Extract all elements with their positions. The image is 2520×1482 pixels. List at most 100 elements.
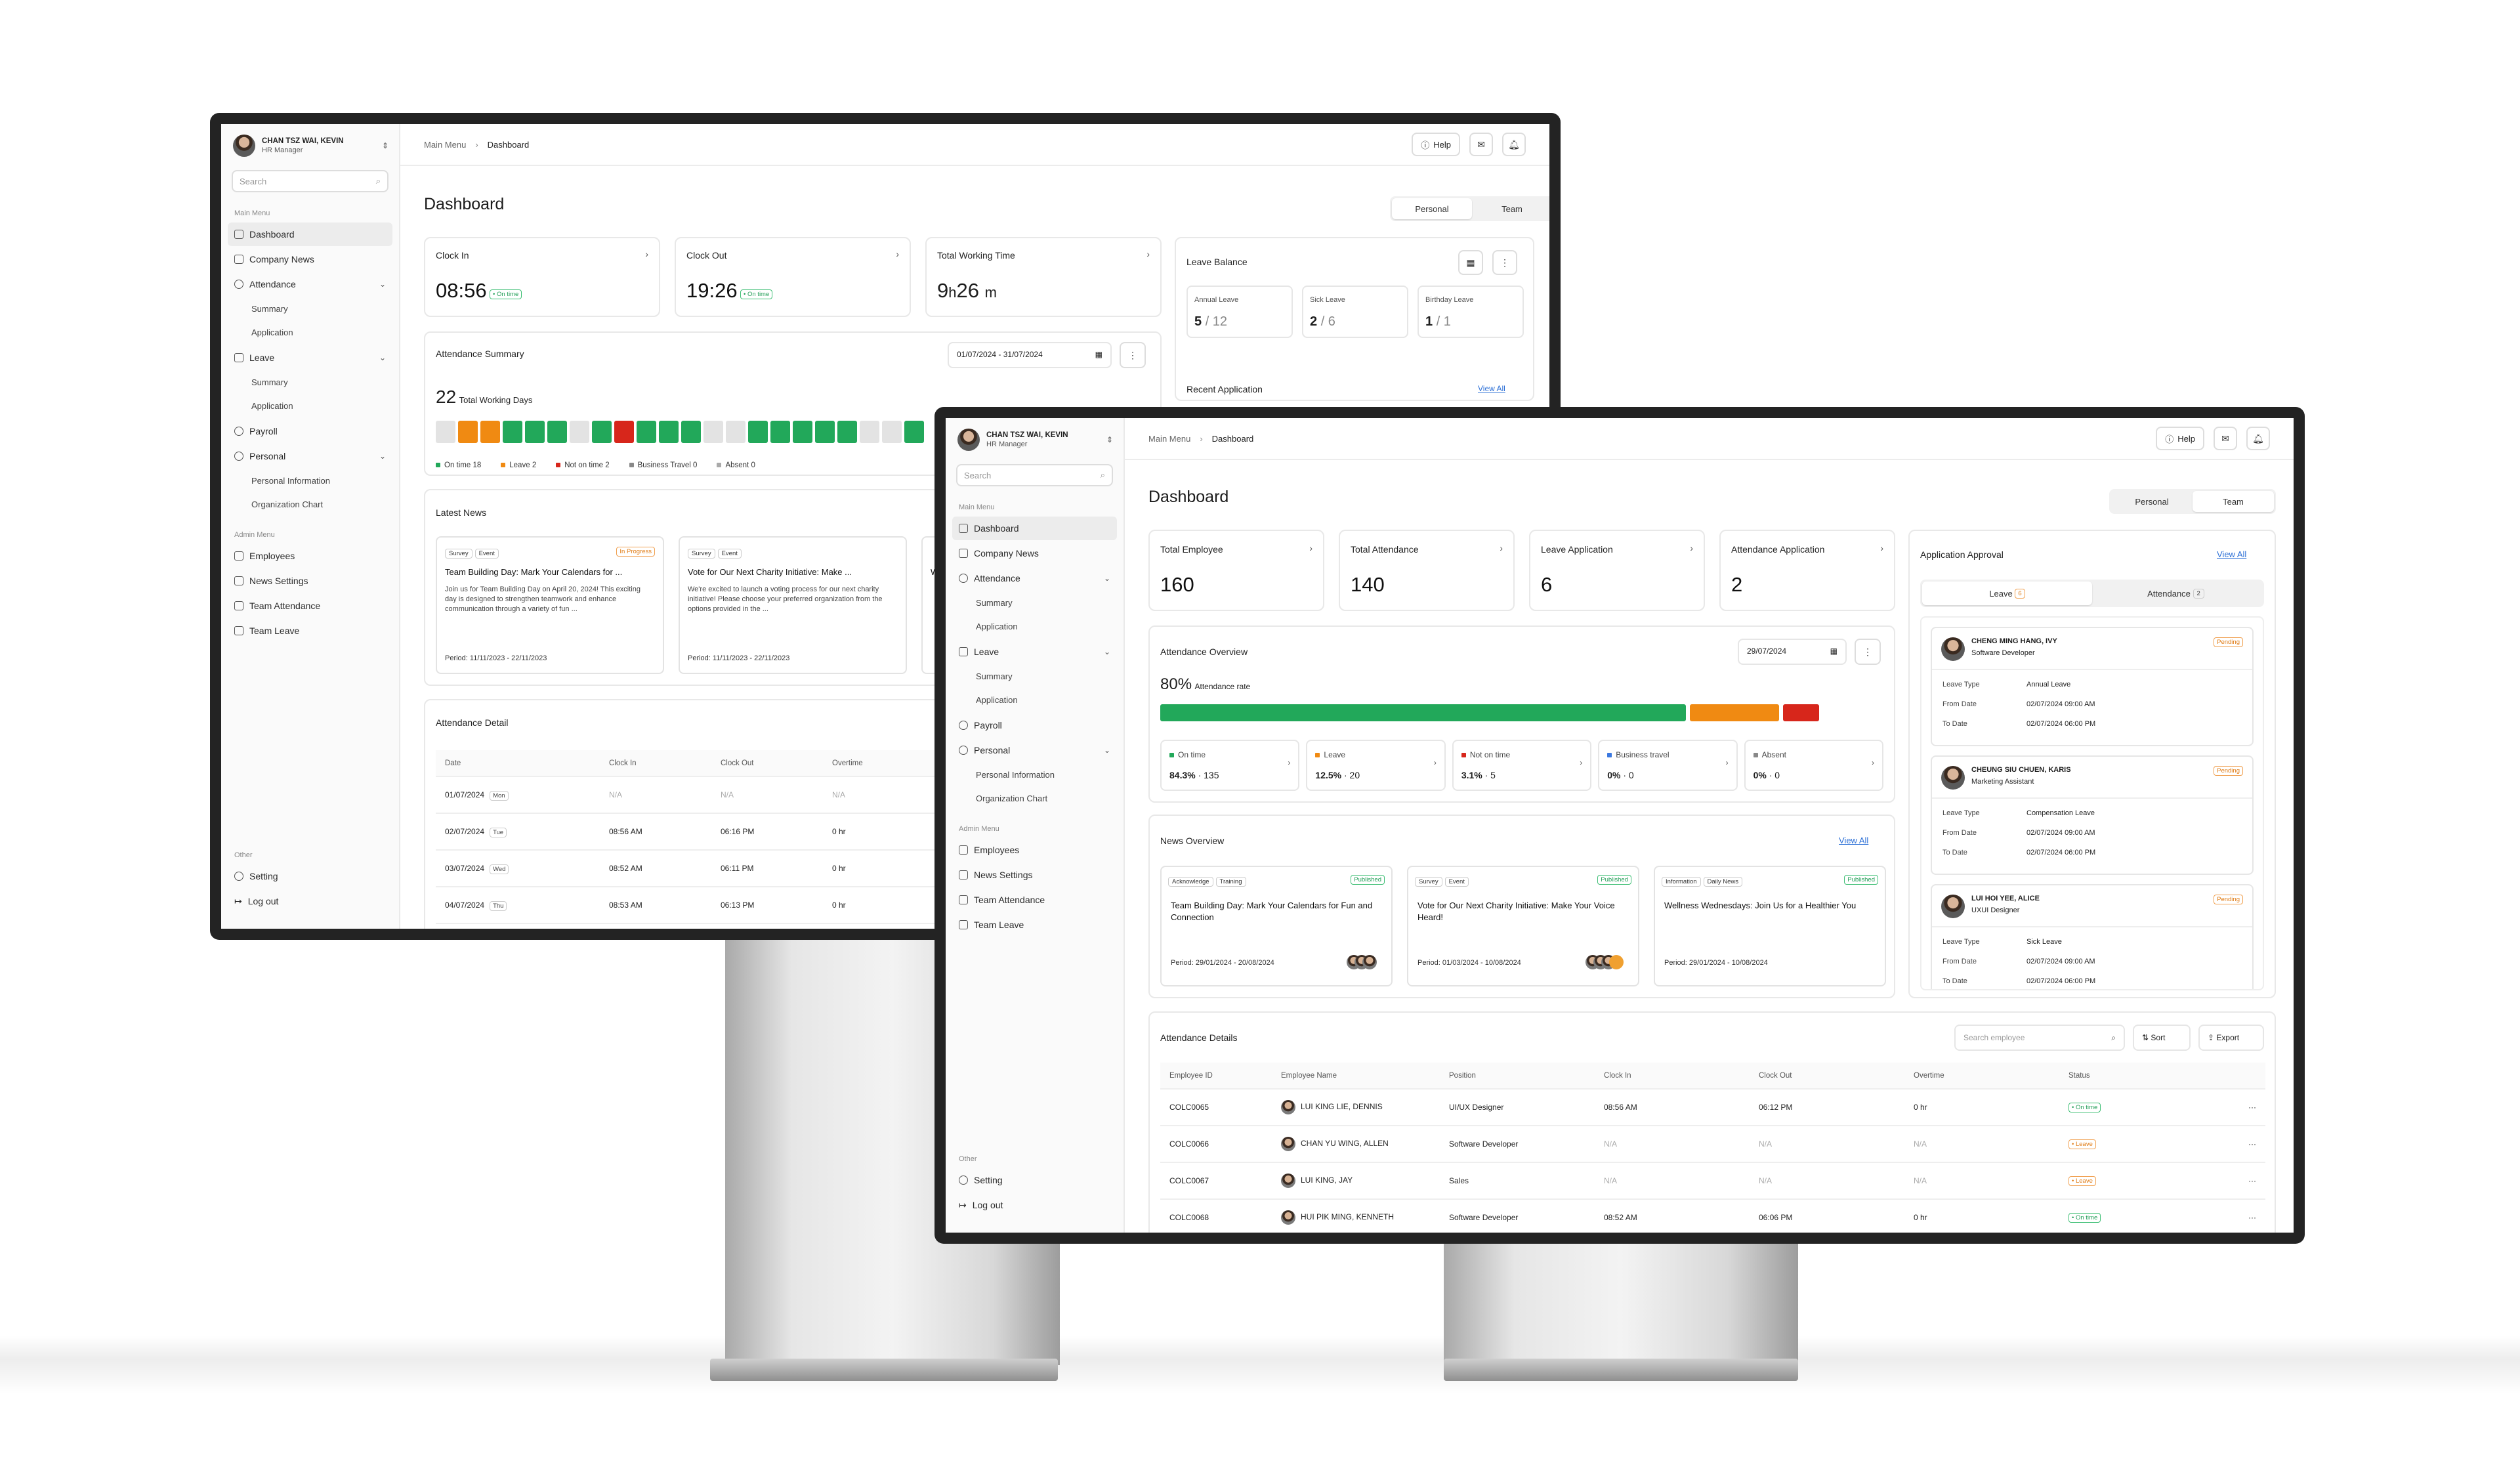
sidebar-item-leave-summary[interactable]: Summary xyxy=(251,377,288,387)
more-button[interactable]: ⋮ xyxy=(1120,342,1146,368)
help-button[interactable]: ⓘ Help xyxy=(2156,427,2204,450)
sidebar-item-dashboard[interactable]: Dashboard xyxy=(228,222,392,246)
sidebar-item-logout[interactable]: ↦ Log out xyxy=(952,1193,1117,1217)
approval-item[interactable]: CHEUNG SIU CHUEN, KARIS Marketing Assist… xyxy=(1931,755,2254,875)
user-switcher[interactable]: CHAN TSZ WAI, KEVIN HR Manager ⇕ xyxy=(221,124,399,162)
sidebar-item-attendance-summary[interactable]: Summary xyxy=(976,598,1013,608)
news-item[interactable]: Information Daily News Published Wellness… xyxy=(1654,866,1886,986)
date-picker[interactable]: 29/07/2024 ▦ xyxy=(1738,639,1847,665)
sidebar-item-attendance-application[interactable]: Application xyxy=(976,622,1018,631)
column-clock-in: Clock In xyxy=(600,750,711,777)
sort-button[interactable]: ⇅ Sort xyxy=(2133,1025,2191,1051)
date-range-value: 01/07/2024 - 31/07/2024 xyxy=(957,350,1043,359)
sidebar-item-team-attendance[interactable]: Team Attendance xyxy=(952,888,1117,912)
tab-attendance[interactable]: Attendance 2 xyxy=(2092,582,2262,605)
leave-application-card[interactable]: Leave Application › 6 xyxy=(1529,530,1705,611)
sidebar-item-team-attendance[interactable]: Team Attendance xyxy=(228,594,392,618)
sidebar-item-leave-application[interactable]: Application xyxy=(251,401,293,411)
news-item[interactable]: Survey Event In Progress Team Building Da… xyxy=(436,536,664,674)
export-button[interactable]: ⇪ Export xyxy=(2198,1025,2264,1051)
table-row[interactable]: COLC0068 HUI PIK MING, KENNETH Software De… xyxy=(1160,1199,2265,1233)
sidebar-item-company-news[interactable]: Company News xyxy=(952,541,1117,565)
news-item[interactable]: Survey Event Published Vote for Our Next … xyxy=(1407,866,1639,986)
breadcrumb-root[interactable]: Main Menu xyxy=(1148,433,1191,444)
mail-button[interactable]: ✉ xyxy=(2214,427,2237,450)
help-button[interactable]: ⓘ Help xyxy=(1412,133,1460,156)
sidebar-item-personal[interactable]: Personal ⌄ xyxy=(952,738,1117,762)
total-employee-card[interactable]: Total Employee › 160 xyxy=(1148,530,1324,611)
table-row[interactable]: COLC0065 LUI KING LIE, DENNIS UI/UX Design… xyxy=(1160,1089,2265,1126)
date-range-picker[interactable]: 01/07/2024 - 31/07/2024 ▦ xyxy=(948,342,1112,368)
recent-view-all-link[interactable]: View All xyxy=(1478,384,1505,393)
tab-leave[interactable]: Leave 6 xyxy=(1922,582,2092,605)
table-row[interactable]: COLC0066 CHAN YU WING, ALLEN Software Deve… xyxy=(1160,1126,2265,1163)
row-more-icon[interactable]: ··· xyxy=(2239,1162,2265,1200)
attendance-overview-title: Attendance Overview xyxy=(1160,646,1248,657)
approval-view-all-link[interactable]: View All xyxy=(2217,549,2247,559)
calendar-button[interactable]: ▦ xyxy=(1458,250,1483,275)
clock-in-card[interactable]: Clock In › 08:56 • On time xyxy=(424,237,660,317)
notification-button[interactable]: 🔔︎ xyxy=(1502,133,1526,156)
news-view-all-link[interactable]: View All xyxy=(1839,836,1869,845)
table-row[interactable]: COLC0067 LUI KING, JAY Sales N/A N/A N/A • Lea… xyxy=(1160,1162,2265,1200)
attendance-stat-leave[interactable]: Leave 12.5% · 20 › xyxy=(1306,740,1446,791)
sidebar-item-team-leave[interactable]: Team Leave xyxy=(952,913,1117,937)
breadcrumb-root[interactable]: Main Menu xyxy=(424,139,467,150)
sidebar-item-attendance-summary[interactable]: Summary xyxy=(251,304,288,314)
legend-leave: Leave 2 xyxy=(501,461,536,469)
working-time-card[interactable]: Total Working Time › 9h26 m xyxy=(925,237,1162,317)
sidebar-item-attendance[interactable]: Attendance ⌄ xyxy=(952,566,1117,590)
search-input[interactable]: Search ⌕ xyxy=(232,170,388,192)
tab-personal[interactable]: Personal xyxy=(1392,198,1472,219)
sidebar-item-personal[interactable]: Personal ⌄ xyxy=(228,444,392,468)
tab-personal[interactable]: Personal xyxy=(2135,496,2169,507)
mail-button[interactable]: ✉ xyxy=(1469,133,1493,156)
sidebar-item-team-leave[interactable]: Team Leave xyxy=(228,619,392,643)
approval-item[interactable]: LUI HOI YEE, ALICE UXUI Designer Pending… xyxy=(1931,884,2254,989)
sidebar-item-leave-application[interactable]: Application xyxy=(976,695,1018,705)
sidebar-item-payroll[interactable]: Payroll xyxy=(952,713,1117,737)
tab-team[interactable]: Team xyxy=(1502,203,1522,214)
sidebar-item-dashboard[interactable]: Dashboard xyxy=(952,517,1117,540)
sidebar-item-payroll[interactable]: Payroll xyxy=(228,419,392,443)
sidebar-item-news-settings[interactable]: News Settings xyxy=(952,863,1117,887)
sidebar-item-company-news[interactable]: Company News xyxy=(228,247,392,271)
sidebar-item-attendance-application[interactable]: Application xyxy=(251,328,293,337)
sidebar-item-personal-information[interactable]: Personal Information xyxy=(976,770,1055,780)
employee-search-input[interactable]: Search employee ⌕ xyxy=(1954,1025,2125,1051)
news-item[interactable]: Acknowledge Training Published Team Build… xyxy=(1160,866,1393,986)
attendance-application-card[interactable]: Attendance Application › 2 xyxy=(1719,530,1895,611)
approval-item[interactable]: CHENG MING HANG, IVY Software Developer … xyxy=(1931,627,2254,746)
sidebar-item-leave-summary[interactable]: Summary xyxy=(976,671,1013,681)
clock-out-card[interactable]: Clock Out › 19:26 • On time xyxy=(675,237,911,317)
row-more-icon[interactable]: ··· xyxy=(2239,1126,2265,1163)
sidebar-item-organization-chart[interactable]: Organization Chart xyxy=(976,794,1048,803)
sidebar-item-employees[interactable]: Employees xyxy=(952,838,1117,862)
sidebar-item-attendance[interactable]: Attendance ⌄ xyxy=(228,272,392,296)
sick-leave-box: Sick Leave 2 / 6 xyxy=(1302,286,1408,338)
more-button[interactable]: ⋮ xyxy=(1855,639,1881,665)
news-item[interactable]: Survey Event Vote for Our Next Charity In… xyxy=(679,536,907,674)
sidebar-item-employees[interactable]: Employees xyxy=(228,544,392,568)
attendance-stat-business-travel[interactable]: Business travel 0% · 0 › xyxy=(1598,740,1738,791)
attendance-stat-not-on-time[interactable]: Not on time 3.1% · 5 › xyxy=(1452,740,1592,791)
total-attendance-card[interactable]: Total Attendance › 140 xyxy=(1339,530,1515,611)
sidebar-item-organization-chart[interactable]: Organization Chart xyxy=(251,499,324,509)
attendance-stat-absent[interactable]: Absent 0% · 0 › xyxy=(1744,740,1884,791)
tab-team[interactable]: Team xyxy=(2193,491,2274,512)
sidebar-item-news-settings[interactable]: News Settings xyxy=(228,569,392,593)
sidebar-item-setting[interactable]: Setting xyxy=(228,864,392,888)
row-more-icon[interactable]: ··· xyxy=(2239,1199,2265,1233)
sidebar-item-setting[interactable]: Setting xyxy=(952,1168,1117,1192)
sidebar-item-personal-information[interactable]: Personal Information xyxy=(251,476,330,486)
chevron-right-icon: › xyxy=(896,249,899,259)
more-button[interactable]: ⋮ xyxy=(1492,250,1517,275)
sidebar-item-logout[interactable]: ↦ Log out xyxy=(228,889,392,913)
sidebar-item-leave[interactable]: Leave ⌄ xyxy=(228,346,392,370)
sidebar-item-leave[interactable]: Leave ⌄ xyxy=(952,640,1117,664)
user-switcher[interactable]: CHAN TSZ WAI, KEVIN HR Manager ⇕ xyxy=(946,418,1124,456)
search-input[interactable]: Search ⌕ xyxy=(956,464,1113,486)
row-more-icon[interactable]: ··· xyxy=(2239,1089,2265,1126)
notification-button[interactable]: 🔔︎ xyxy=(2246,427,2270,450)
attendance-stat-on-time[interactable]: On time 84.3% · 135 › xyxy=(1160,740,1300,791)
